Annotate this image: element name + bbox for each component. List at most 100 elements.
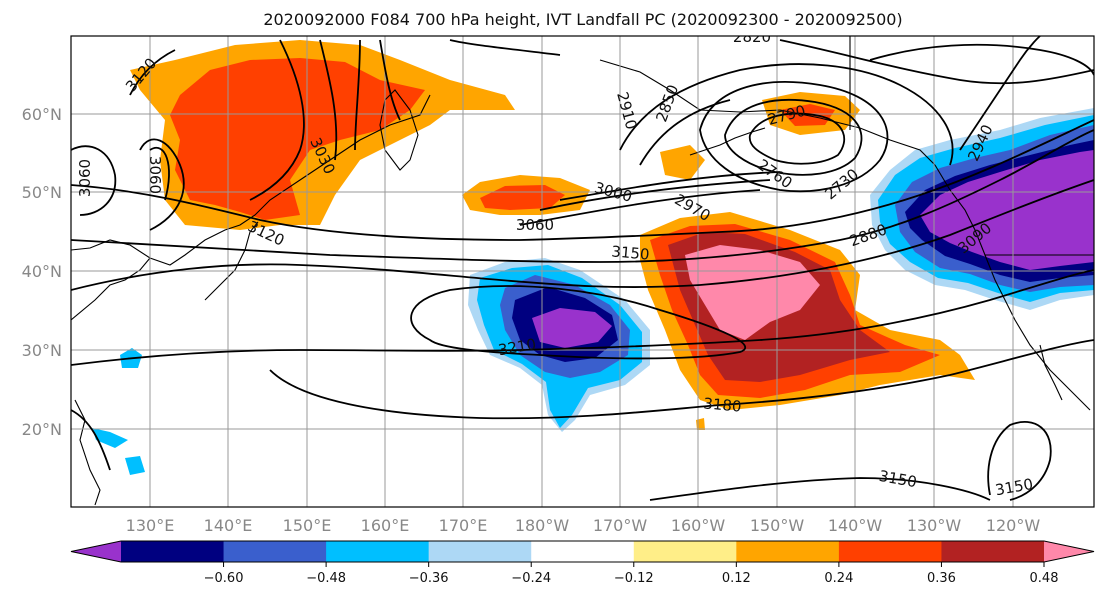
colorbar-segment [121,541,225,562]
contour-label: 3060 [146,156,164,194]
coast-philippines [74,399,101,506]
longitude-label: 140°E [204,516,253,535]
colorbar-outline [70,540,1095,563]
longitude-label: 140°W [828,516,883,535]
longitude-label: 150°E [283,516,332,535]
colorbar-tick-label: 0.48 [1030,571,1059,586]
contour-line [71,129,1094,263]
longitude-label: 150°W [750,516,805,535]
contour-line [379,39,401,121]
contour-label: 3150 [611,242,651,263]
colorbar: −0.60 −0.48 −0.36 −0.24 −0.12 0.12 0.24 0.36 0.4… [70,540,1095,586]
colorbar-segment [838,541,942,562]
contour-label: 2820 [733,28,771,46]
colorbar-segment [428,541,532,562]
map-frame [70,35,1095,508]
colorbar-segment [531,541,635,562]
coast-aleutians [689,127,766,156]
longitude-label: 130°E [126,516,175,535]
coastlines [71,36,1094,506]
colorbar-extend-high [1044,541,1094,562]
colorbar-tick-label: −0.48 [306,571,346,586]
longitude-label: 160°W [671,516,726,535]
contour-label: 3180 [703,394,743,415]
shade-na-purple [920,150,1094,270]
contour-label-text: 2820 [733,28,771,46]
colorbar-tick-label: 0.12 [722,571,751,586]
latitude-label: 40°N [22,262,62,281]
longitude-label: 120°W [986,516,1041,535]
contour-line [410,285,747,360]
longitude-label: 180°W [515,516,570,535]
contour-label-text: 3060 [146,156,164,194]
contour-line [519,189,761,226]
shade-subtrop-purple [532,308,612,348]
contour-line [249,39,305,201]
height-contours [71,36,1094,501]
coast-kamchatka [379,89,419,171]
contour-line [139,138,185,231]
contour-line [559,171,781,201]
contour-line [639,99,731,166]
contour-line [129,49,176,96]
coast-na-west [934,164,1091,411]
colorbar-tick-label: 0.36 [927,571,956,586]
colorbar-segment [941,541,1045,562]
contour-line [269,339,1094,420]
colorbar-segment [326,541,430,562]
contour-label-text: 3060 [76,159,94,197]
colorbar-tick-label: 0.24 [824,571,853,586]
contour-line [987,421,1052,501]
contour-line [869,43,1094,76]
contour-line [539,179,771,211]
latitude-labels: 60°N 50°N 40°N 30°N 20°N [22,105,62,439]
contour-line [71,145,117,216]
gridlines [71,36,1094,507]
colorbar-tick-label: −0.60 [204,571,244,586]
contour-line [959,36,1041,151]
latitude-label: 50°N [22,183,62,202]
shade-hawaii-orange [696,418,705,430]
longitude-label: 170°E [439,516,488,535]
contour-line [619,63,954,166]
shade-main-pink [685,245,820,340]
colorbar-segment [633,541,737,562]
contour-line [449,39,561,56]
contour-label: 3060 [516,216,554,234]
contour-line [649,477,991,501]
contour-line [71,269,1094,366]
shade-central-red [480,185,565,210]
coast-asia [71,94,431,266]
colorbar-tick-label: −0.24 [511,571,551,586]
shade-wpac-2 [92,428,128,448]
contour-line [779,39,1094,85]
colorbar-extend-low [71,541,121,562]
contour-line [354,39,361,151]
shade-siberia-red [170,58,425,220]
longitude-label: 160°E [361,516,410,535]
contour-label-text: 3150 [611,242,651,263]
coast-japan [204,221,259,301]
latitude-label: 20°N [22,420,62,439]
contour-line [71,179,1094,291]
longitude-labels: 130°E 140°E 150°E 160°E 170°E 180°W 170°W 160°W… [126,516,1041,535]
contour-label: 3060 [76,159,94,197]
contour-line [149,147,170,201]
contour-line [319,39,338,161]
colorbar-segment [736,541,840,562]
latitude-label: 30°N [22,341,62,360]
longitude-label: 130°W [907,516,962,535]
latitude-label: 60°N [22,105,62,124]
contour-label-text: 3060 [516,216,554,234]
coast-baja [1039,344,1063,401]
ivt-shading [92,40,1094,475]
contour-line [724,98,863,176]
coast-korea-china [71,257,151,321]
contour-line [71,119,1094,241]
colorbar-segment [223,541,327,562]
contour-line [71,409,111,471]
colorbar-tick-label: −0.36 [409,571,449,586]
colorbar-tick-label: −0.12 [614,571,654,586]
